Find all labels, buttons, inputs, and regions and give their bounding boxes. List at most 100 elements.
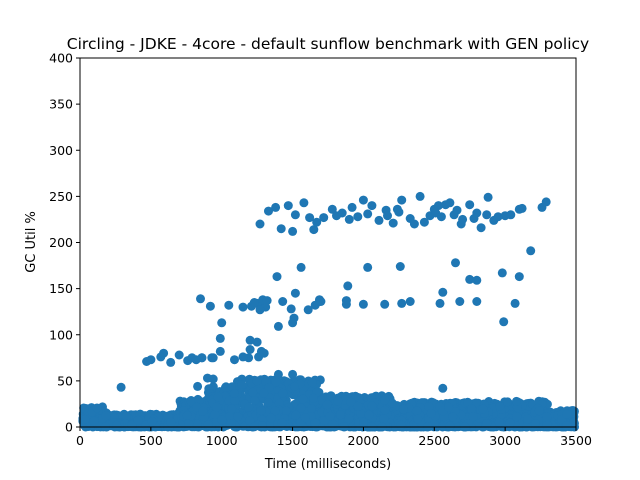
data-point: [307, 378, 317, 388]
data-point: [273, 321, 283, 331]
data-point: [322, 400, 332, 410]
data-point: [277, 418, 287, 428]
data-point: [503, 397, 512, 407]
data-point: [356, 409, 365, 418]
data-point: [467, 404, 477, 414]
data-point: [409, 219, 419, 229]
data-point: [534, 406, 544, 416]
data-point: [341, 296, 351, 306]
data-point: [397, 298, 407, 308]
data-point: [452, 205, 462, 215]
y-tick-label: 300: [49, 143, 73, 158]
data-point: [92, 403, 102, 413]
data-point: [262, 296, 272, 306]
y-tick-label: 250: [49, 189, 73, 204]
data-point: [248, 387, 258, 397]
y-tick-label: 350: [49, 97, 73, 112]
data-point: [273, 369, 283, 379]
data-point: [445, 198, 455, 208]
data-point: [305, 213, 315, 223]
data-point: [227, 404, 237, 414]
data-point: [212, 402, 222, 412]
data-point: [252, 337, 262, 347]
data-point: [358, 299, 368, 309]
data-point: [217, 318, 227, 328]
data-point: [303, 305, 313, 315]
data-point: [255, 219, 265, 229]
data-point: [310, 418, 320, 428]
data-point: [89, 416, 99, 426]
data-point: [506, 210, 516, 220]
data-point: [353, 401, 363, 411]
data-point: [396, 420, 406, 430]
data-point: [259, 388, 269, 398]
data-point: [380, 405, 390, 415]
y-tick-label: 200: [49, 235, 73, 250]
data-point: [112, 420, 122, 430]
data-point: [444, 402, 454, 412]
data-point: [274, 398, 284, 408]
data-point: [367, 401, 377, 411]
data-point: [343, 281, 353, 291]
data-point: [463, 397, 473, 407]
data-point: [397, 195, 407, 205]
data-point: [265, 420, 275, 430]
data-point: [229, 389, 239, 398]
data-point: [482, 419, 492, 429]
data-point: [458, 214, 468, 224]
data-point: [252, 376, 262, 386]
data-point: [434, 201, 443, 211]
data-point: [300, 413, 310, 423]
data-point: [426, 408, 436, 418]
data-point: [327, 204, 337, 214]
x-tick-label: 1000: [206, 433, 238, 448]
data-point: [346, 397, 356, 407]
data-point: [193, 381, 203, 391]
data-point: [512, 412, 522, 422]
data-point: [238, 352, 248, 362]
data-point: [174, 350, 184, 360]
data-point: [514, 272, 524, 282]
data-point: [445, 421, 455, 431]
data-point: [523, 414, 533, 424]
x-tick-label: 0: [76, 433, 84, 448]
data-point: [184, 419, 194, 429]
data-point: [438, 383, 448, 393]
data-point: [530, 419, 540, 428]
data-point: [337, 208, 347, 218]
data-point: [319, 213, 329, 223]
data-point: [380, 299, 390, 309]
y-tick-label: 0: [65, 420, 73, 435]
data-point: [286, 304, 296, 314]
data-point: [221, 383, 230, 392]
data-point: [278, 388, 288, 398]
data-point: [272, 272, 282, 282]
data-point: [358, 195, 368, 205]
data-point: [541, 197, 551, 207]
data-point: [379, 414, 389, 424]
data-point: [451, 258, 460, 268]
data-point: [374, 215, 384, 225]
data-point: [281, 406, 291, 416]
data-point: [290, 288, 300, 298]
data-point: [121, 412, 131, 422]
data-point: [244, 402, 254, 412]
data-point: [288, 226, 298, 236]
data-point: [472, 208, 482, 218]
y-axis-ticks: 0 50 100 150 200 250 300 350 400: [49, 51, 80, 435]
data-points: [116, 191, 551, 393]
data-point: [271, 202, 281, 212]
data-point: [101, 411, 111, 421]
data-point: [116, 382, 126, 392]
data-point: [325, 411, 335, 421]
data-point: [166, 417, 176, 427]
data-point: [198, 406, 208, 416]
data-point: [192, 419, 202, 429]
data-point: [213, 392, 223, 402]
data-point: [288, 369, 298, 379]
data-point: [476, 223, 486, 233]
data-point: [227, 382, 237, 392]
data-point: [364, 410, 374, 420]
data-point: [468, 412, 478, 422]
data-point: [290, 210, 300, 220]
